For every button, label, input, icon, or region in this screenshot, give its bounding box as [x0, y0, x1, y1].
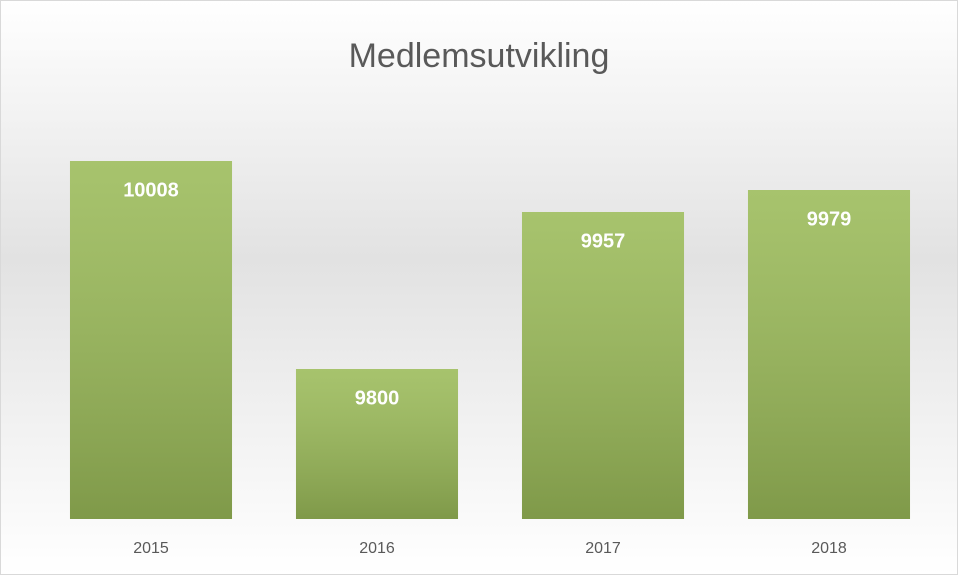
- x-tick-label: 2015: [133, 540, 169, 557]
- data-label: 9957: [581, 230, 626, 252]
- bar-shade: [295, 369, 459, 519]
- data-label: 9800: [355, 387, 400, 409]
- x-tick-label: 2017: [585, 540, 621, 557]
- x-tick-label: 2018: [811, 540, 847, 557]
- x-tick-label: 2016: [359, 540, 395, 557]
- data-label: 9979: [807, 208, 852, 230]
- chart-title: Medlemsutvikling: [349, 37, 610, 75]
- bar-shade: [747, 190, 911, 519]
- bar-shade: [69, 161, 233, 519]
- bar-shade: [521, 212, 685, 519]
- data-label: 10008: [123, 179, 179, 201]
